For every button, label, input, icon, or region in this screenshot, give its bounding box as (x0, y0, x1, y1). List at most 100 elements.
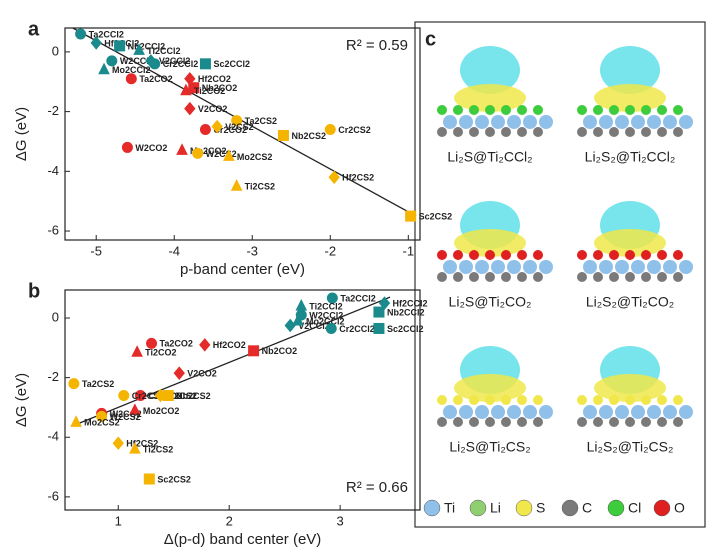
panel-c-frame (414, 21, 706, 528)
point (326, 292, 338, 304)
point-label: Hf2CS2 (126, 439, 158, 449)
atom (583, 405, 597, 419)
charge-density (594, 374, 666, 402)
atom (453, 417, 463, 427)
point-label: Nb2CCl2 (387, 307, 425, 317)
point-label: Mo2CCl2 (112, 65, 151, 75)
y-axis-title: ΔG (eV) (13, 107, 30, 161)
structure (437, 46, 553, 137)
point-label: W2CS2 (110, 412, 141, 422)
point (277, 129, 289, 141)
point (230, 179, 243, 191)
charge-density (454, 84, 526, 112)
legend-swatch (423, 499, 441, 517)
atom (641, 105, 651, 115)
x-axis-title: Δ(p-d) band center (eV) (164, 531, 322, 548)
legend-swatch (515, 499, 533, 517)
point-label: Nb2CS2 (291, 131, 326, 141)
structure (577, 46, 693, 137)
atom (507, 260, 521, 274)
atom (437, 395, 447, 405)
atom (501, 272, 511, 282)
atom (679, 405, 693, 419)
point-label: Ti2CCl2 (147, 46, 180, 56)
point-label: Ti2CS2 (143, 445, 173, 455)
point (173, 366, 185, 380)
atom (469, 395, 479, 405)
point (248, 345, 260, 357)
point (106, 55, 118, 67)
atom (593, 250, 603, 260)
y-tick-label: -2 (47, 369, 59, 384)
atom (631, 260, 645, 274)
x-tick-label: -3 (246, 243, 258, 258)
atom (599, 115, 613, 129)
atom (625, 272, 635, 282)
atom (673, 250, 683, 260)
charge-density (600, 46, 660, 94)
point-label: Hf2CO2 (198, 74, 231, 84)
atom (459, 115, 473, 129)
structure (577, 201, 693, 282)
panel-letter: a (28, 18, 40, 40)
point-label: Ta2CO2 (160, 339, 193, 349)
atom (443, 115, 457, 129)
atom (533, 272, 543, 282)
legend-swatch (561, 499, 579, 517)
charge-density (594, 84, 666, 112)
point (121, 141, 133, 153)
atom (593, 417, 603, 427)
atom (679, 260, 693, 274)
point (149, 58, 161, 70)
point (133, 43, 145, 55)
atom (625, 250, 635, 260)
atom (577, 105, 587, 115)
point (134, 390, 146, 402)
atom (609, 417, 619, 427)
atom (469, 105, 479, 115)
atom (577, 417, 587, 427)
atom (469, 250, 479, 260)
y-tick-label: -2 (47, 103, 59, 118)
point-label: Ti2CO2 (145, 348, 176, 358)
point-label: Nb2CO2 (262, 346, 298, 356)
point-label: Ta2CCl2 (340, 293, 375, 303)
point (199, 58, 211, 70)
atom (437, 417, 447, 427)
point-label: W2CS2 (206, 149, 237, 159)
atom (475, 260, 489, 274)
point-label: Cr2CCl2 (163, 59, 199, 69)
x-tick-label: -1 (403, 243, 415, 258)
legend-swatch (653, 499, 671, 517)
atom (453, 127, 463, 137)
atom (663, 260, 677, 274)
x-tick-label: -5 (90, 243, 102, 258)
atom (453, 272, 463, 282)
atom (533, 395, 543, 405)
point-label: Mo2CS2 (237, 152, 273, 162)
atom (437, 250, 447, 260)
structure (437, 201, 553, 282)
legend-label: C (582, 500, 592, 516)
charge-density (454, 374, 526, 402)
atom (491, 115, 505, 129)
point-label: W2CO2 (110, 409, 142, 419)
atom (615, 405, 629, 419)
atom (533, 105, 543, 115)
atom (453, 105, 463, 115)
atom (485, 395, 495, 405)
point-label: Nb2CO2 (202, 83, 238, 93)
atom (517, 395, 527, 405)
atom (673, 105, 683, 115)
point-label: V2CS2 (225, 122, 254, 132)
annotation: R² = 0.66 (346, 479, 408, 496)
atom (673, 272, 683, 282)
atom (641, 250, 651, 260)
y-tick-label: -6 (47, 488, 59, 503)
atom (577, 395, 587, 405)
atom (599, 260, 613, 274)
y-tick-label: -4 (47, 429, 59, 444)
atom (459, 405, 473, 419)
point (292, 313, 304, 326)
atom (485, 127, 495, 137)
